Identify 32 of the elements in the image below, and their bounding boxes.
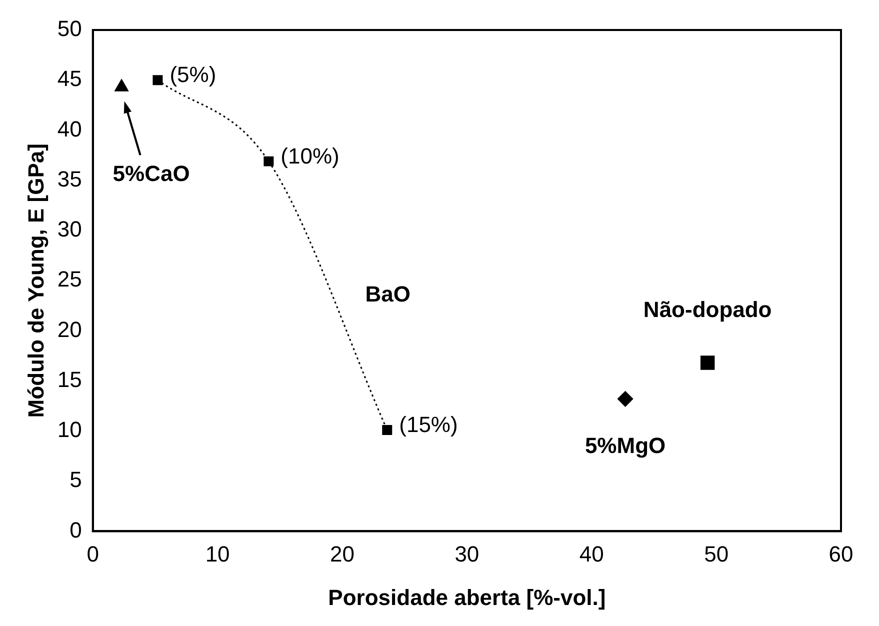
y-tick-label: 15 xyxy=(57,366,82,392)
x-tick-label: 30 xyxy=(454,541,480,566)
annotation: (15%) xyxy=(399,412,458,438)
x-tick-label: 50 xyxy=(704,541,729,566)
text: Não-dopado xyxy=(643,296,772,322)
point xyxy=(382,424,392,435)
x-tick-label: 20 xyxy=(330,541,354,566)
y-tick-label: 0 xyxy=(70,517,82,542)
y-tick-label: 50 xyxy=(57,16,82,42)
y-tick-label: 45 xyxy=(57,66,82,92)
y-tick-label: 35 xyxy=(57,166,82,192)
annotation: (5%) xyxy=(170,62,216,88)
x-tick-label: 40 xyxy=(579,541,604,566)
y-tick-label: 25 xyxy=(57,266,82,292)
x-tick-label: 60 xyxy=(828,541,854,566)
y-axis-title: Módulo de Young, E [GPa] xyxy=(23,144,48,418)
series-label: BaO xyxy=(365,282,411,307)
y-tick-label: 30 xyxy=(57,216,82,242)
y-tick-label: 40 xyxy=(57,116,82,142)
point xyxy=(700,356,715,370)
y-tick-label: 10 xyxy=(57,417,82,442)
series-label: 5%MgO xyxy=(584,432,666,458)
y-tick-label: 20 xyxy=(57,316,82,342)
x-axis-title: Porosidade aberta [%-vol.] xyxy=(328,584,606,610)
point xyxy=(618,391,634,407)
x-tick-label: 0 xyxy=(86,541,99,566)
annotation: 5%CaO xyxy=(112,161,190,186)
point xyxy=(152,75,163,86)
x-tick-label: 10 xyxy=(205,541,230,566)
annotation: (10%) xyxy=(280,143,340,168)
point xyxy=(264,156,274,166)
y-tick-label: 5 xyxy=(70,467,82,492)
